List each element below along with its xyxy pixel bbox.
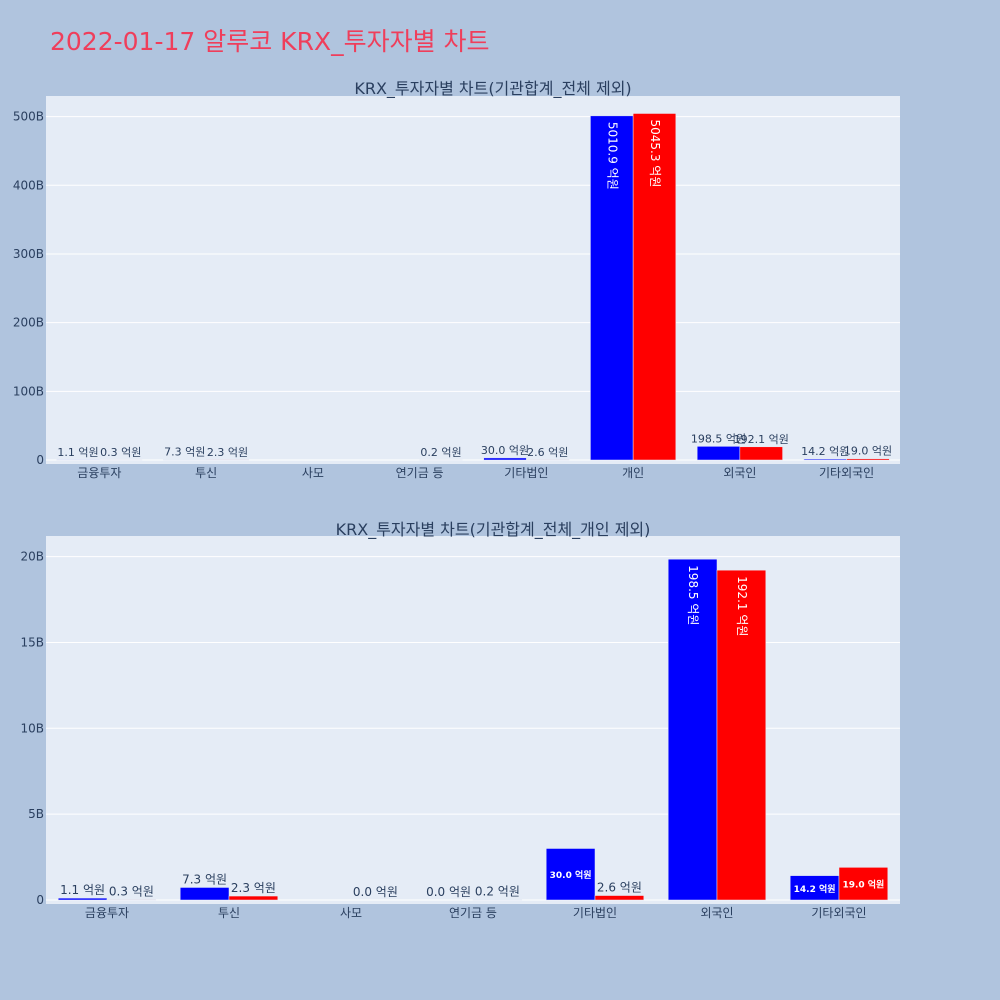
data-label: 14.2 억원: [794, 883, 836, 895]
y-tick-label: 15B: [20, 635, 44, 649]
data-label: 30.0 억원: [481, 444, 529, 457]
x-tick-label: 기타법인: [573, 906, 617, 920]
y-tick-label: 20B: [20, 550, 44, 564]
bar: [483, 457, 527, 461]
data-label: 14.2 억원: [801, 445, 849, 458]
data-label: 0.0 억원: [426, 885, 471, 899]
data-label: 30.0 억원: [550, 869, 592, 881]
data-label: 1.1 억원: [60, 883, 105, 897]
data-label: 2.3 억원: [207, 446, 248, 459]
y-tick-label: 500B: [13, 110, 44, 124]
bar: [739, 446, 783, 461]
data-label: 198.5 억원: [686, 565, 700, 625]
y-tick-label: 0: [36, 893, 44, 907]
y-tick-label: 200B: [13, 316, 44, 330]
data-label: 19.0 억원: [842, 879, 884, 891]
x-tick-label: 투신: [195, 466, 217, 480]
y-tick-label: 0: [36, 453, 44, 467]
x-tick-label: 개인: [622, 466, 644, 480]
bar: [696, 446, 741, 461]
data-label: 0.2 억원: [420, 446, 461, 459]
x-tick-label: 금융투자: [77, 466, 121, 480]
x-tick-label: 외국인: [723, 466, 756, 480]
data-label: 0.3 억원: [100, 446, 141, 459]
data-label: 19.0 억원: [844, 445, 892, 458]
bar: [163, 459, 207, 461]
x-tick-label: 연기금 등: [449, 906, 497, 920]
x-tick-label: 기타외국인: [819, 466, 874, 480]
bar: [228, 895, 279, 901]
data-label: 2.6 억원: [597, 881, 642, 895]
bar: [838, 867, 889, 901]
x-tick-label: 연기금 등: [396, 466, 444, 480]
chart-1: 0 100B 200B 300B 400B 500B KRX_투자자별 차트(기관합계_전체…: [13, 79, 900, 480]
bar: [803, 458, 847, 461]
x-tick-label: 사모: [302, 466, 324, 480]
y-tick-label: 400B: [13, 178, 44, 192]
data-label: 7.3 억원: [182, 872, 227, 886]
data-label: 2.6 억원: [527, 446, 568, 459]
data-label: 7.3 억원: [164, 445, 205, 458]
bar: [179, 887, 230, 901]
bar: [846, 458, 890, 461]
data-label: 0.2 억원: [475, 885, 520, 899]
x-tick-label: 외국인: [700, 906, 733, 920]
bar: [57, 897, 108, 901]
x-tick-label: 투신: [218, 906, 240, 920]
bar: [667, 558, 718, 901]
x-tick-label: 기타외국인: [811, 906, 866, 920]
data-label: 2.3 억원: [231, 881, 276, 895]
data-label: 5010.9 억원: [605, 122, 619, 190]
data-label: 0.0 억원: [353, 885, 398, 899]
x-tick-label: 사모: [340, 906, 362, 920]
bar: [106, 899, 157, 901]
chart-title: KRX_투자자별 차트(기관합계_전체_개인 제외): [336, 520, 651, 540]
bar: [594, 895, 645, 901]
data-label: 5045.3 억원: [648, 119, 662, 187]
plot-area: [46, 536, 900, 904]
y-tick-label: 300B: [13, 247, 44, 261]
data-label: 1.1 억원: [57, 446, 98, 459]
bar: [716, 569, 767, 901]
bar: [632, 113, 677, 461]
x-tick-label: 기타법인: [504, 466, 548, 480]
chart-2: 0 5B 10B 15B 20B KRX_투자자별 차트(기관합계_전체_개인 제외) 금융…: [20, 520, 900, 920]
plot-area: [46, 96, 900, 464]
data-label: 192.1 억원: [734, 433, 789, 446]
page-title: 2022-01-17 알루코 KRX_투자자별 차트: [50, 27, 490, 56]
x-tick-label: 금융투자: [85, 906, 129, 920]
data-label: 198.5 억원: [691, 432, 746, 445]
data-label: 192.1 억원: [735, 576, 749, 636]
y-tick-label: 10B: [20, 721, 44, 735]
data-label: 0.3 억원: [109, 884, 154, 898]
y-tick-label: 5B: [28, 807, 44, 821]
y-tick-label: 100B: [13, 384, 44, 398]
bar: [545, 848, 596, 901]
chart-title: KRX_투자자별 차트(기관합계_전체 제외): [354, 79, 631, 99]
